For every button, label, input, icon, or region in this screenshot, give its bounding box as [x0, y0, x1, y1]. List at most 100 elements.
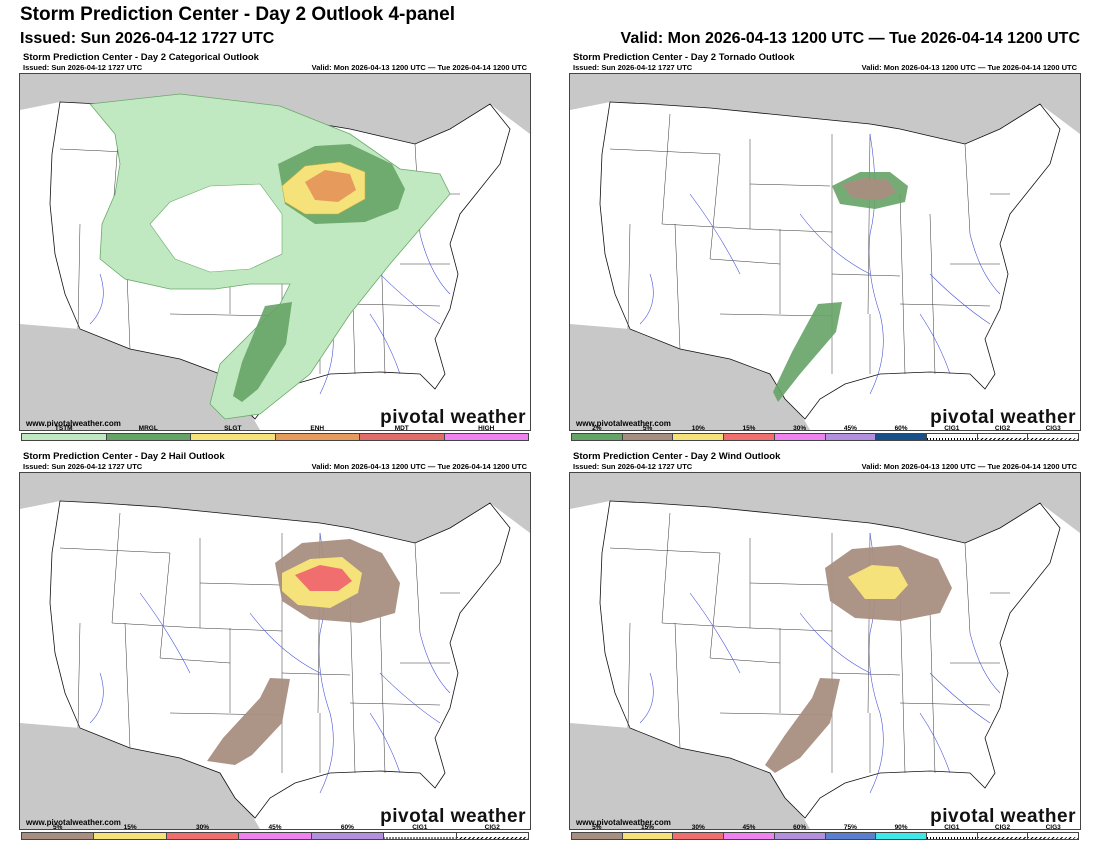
state-border: [111, 622, 201, 629]
legend-item: CIG3: [1028, 824, 1079, 839]
state-border: [627, 223, 631, 330]
brand-logo-text: pivotal weather: [930, 806, 1076, 827]
tor-5pct: [842, 178, 896, 200]
state-border: [199, 582, 281, 586]
legend-label: 10%: [691, 425, 705, 432]
legend-label: 45%: [742, 824, 756, 831]
map-tornado: www.pivotalweather.com pivotal weather: [569, 73, 1081, 431]
state-border: [929, 213, 936, 375]
state-border: [749, 183, 831, 187]
panel-issued: Issued: Sun 2026-04-12 1727 UTC: [573, 63, 693, 72]
site-url: www.pivotalweather.com: [576, 419, 671, 428]
tor-2pct-south: [773, 302, 842, 402]
panel-hail: Storm Prediction Center - Day 2 Hail Out…: [19, 451, 531, 847]
gulf-water: [810, 374, 1010, 430]
state-border: [964, 542, 971, 634]
legend-label: 75%: [843, 824, 857, 831]
legend-item: 5%: [622, 425, 674, 440]
panel-issued: Issued: Sun 2026-04-12 1727 UTC: [23, 462, 143, 471]
gulf-water: [260, 773, 460, 829]
legend-item: 45%: [724, 824, 775, 839]
hail-5pct-south: [207, 678, 290, 765]
legend-label: 2%: [592, 425, 602, 432]
state-border: [867, 133, 871, 315]
legend-label: CIG2: [994, 824, 1011, 831]
legend-label: HIGH: [478, 425, 495, 432]
river: [689, 193, 741, 275]
legend-item: CIG2: [977, 425, 1029, 440]
state-border: [349, 702, 441, 706]
panel-valid: Valid: Mon 2026-04-13 1200 UTC — Tue 202…: [311, 63, 527, 72]
legend-label: 30%: [793, 425, 807, 432]
state-border: [661, 622, 751, 629]
state-border: [349, 303, 441, 307]
state-border: [929, 612, 936, 774]
state-border: [749, 582, 831, 586]
mrgl-area-south: [233, 302, 292, 402]
panel-tornado: Storm Prediction Center - Day 2 Tornado …: [569, 52, 1081, 448]
legend-item: MRGL: [106, 425, 191, 440]
state-border: [111, 512, 121, 624]
outlook-areas: [207, 539, 400, 765]
legend-item: 15%: [622, 824, 674, 839]
legend-label: 60%: [793, 824, 807, 831]
state-border: [349, 592, 356, 774]
mexico-landmass: [20, 723, 260, 829]
legend-label: 15%: [123, 824, 137, 831]
legend-item: 60%: [876, 425, 927, 440]
legend-label: CIG3: [1045, 425, 1061, 432]
state-border: [899, 592, 906, 774]
panel-title: Storm Prediction Center - Day 2 Tornado …: [573, 52, 795, 63]
river: [369, 712, 401, 774]
enh-area: [305, 170, 356, 202]
river: [929, 672, 991, 724]
outlook-areas: [765, 545, 952, 773]
state-border: [159, 552, 171, 659]
state-border: [281, 672, 351, 676]
map-wind: www.pivotalweather.com pivotal weather: [569, 472, 1081, 830]
state-border: [77, 223, 81, 330]
site-url: www.pivotalweather.com: [26, 818, 121, 827]
state-border: [831, 273, 901, 277]
river: [639, 273, 654, 325]
legend-item: 45%: [239, 824, 312, 839]
legend-label: CIG1: [944, 425, 960, 432]
legend-item: ENH: [275, 425, 360, 440]
legend-item: 90%: [876, 824, 927, 839]
wind-15pct: [848, 565, 908, 599]
legend-item: 5%: [22, 824, 95, 839]
panel-wind: Storm Prediction Center - Day 2 Wind Out…: [569, 451, 1081, 847]
legend-label: CIG2: [994, 425, 1011, 432]
river: [929, 273, 991, 325]
site-url: www.pivotalweather.com: [26, 419, 121, 428]
river: [249, 612, 321, 674]
legend-label: 5%: [53, 824, 63, 831]
legend-item: 5%: [572, 824, 623, 839]
legend-label: 45%: [268, 824, 282, 831]
legend-item: 30%: [774, 425, 826, 440]
canada-landmass: [570, 74, 1080, 144]
legend-item: 2%: [572, 425, 623, 440]
river: [919, 313, 951, 375]
state-border: [709, 552, 721, 659]
river: [799, 213, 871, 275]
legend-item: TSTM: [22, 425, 107, 440]
river: [969, 632, 1001, 694]
legend-item: CIG2: [977, 824, 1029, 839]
legend-label: 15%: [742, 425, 756, 432]
river: [379, 672, 441, 724]
state-border: [124, 622, 131, 749]
legend-label: TSTM: [54, 425, 73, 432]
state-border: [899, 303, 991, 307]
mexico-landmass: [570, 324, 810, 430]
legend-item: SLGT: [191, 425, 276, 440]
legend-label: CIG2: [484, 824, 500, 831]
legend-label: 45%: [843, 425, 857, 432]
legend-label: ENH: [310, 425, 325, 432]
legend-label: 15%: [641, 824, 655, 831]
state-border: [899, 702, 991, 706]
hail-30pct: [295, 565, 352, 591]
map-categorical: www.pivotalweather.com pivotal weather: [19, 73, 531, 431]
state-border: [414, 542, 421, 634]
river: [369, 313, 401, 375]
